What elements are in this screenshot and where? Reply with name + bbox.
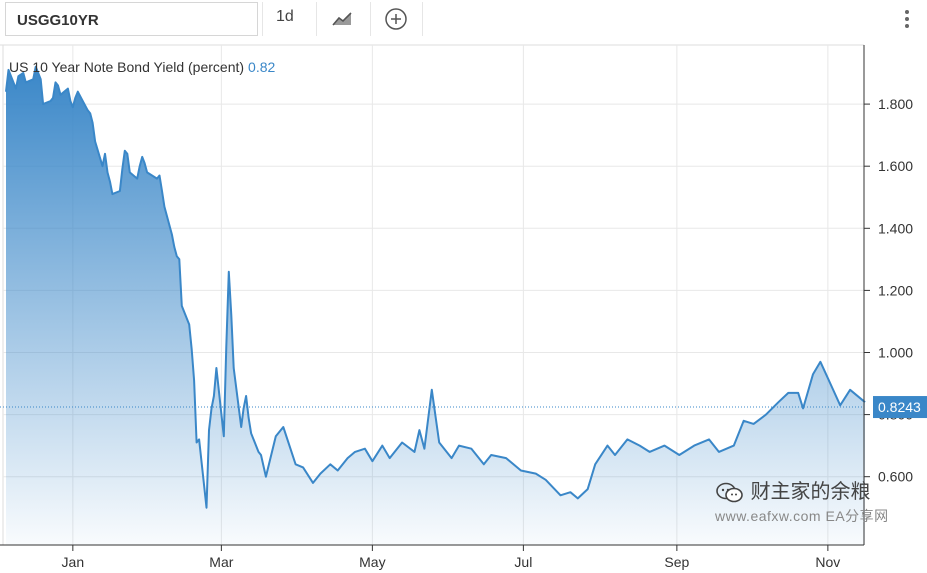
chart-title: US 10 Year Note Bond Yield (percent) 0.82 (9, 59, 275, 75)
watermark: 财主家的余粮 (715, 475, 871, 505)
x-tick-label: Mar (209, 554, 233, 570)
symbol-text: USGG10YR (17, 12, 99, 29)
symbol-input[interactable]: USGG10YR (5, 2, 258, 36)
x-tick-label: Nov (815, 554, 840, 570)
wechat-icon (715, 481, 745, 505)
watermark-text: 财主家的余粮 (750, 481, 871, 503)
toolbar-divider (370, 2, 371, 36)
chart-area[interactable]: 0.6000.8001.0001.2001.4001.6001.800JanMa… (0, 42, 927, 573)
toolbar-divider (262, 2, 263, 36)
more-vertical-icon[interactable] (894, 6, 920, 32)
y-tick-label: 1.600 (878, 158, 913, 174)
x-tick-label: Jul (514, 554, 532, 570)
y-tick-label: 1.200 (878, 282, 913, 298)
chart-toolbar: USGG10YR 1d (0, 0, 927, 40)
last-value-badge (873, 396, 927, 419)
last-value-label: 0.8243 (878, 399, 921, 415)
watermark-url: www.eafxw.com EA分享网 (715, 508, 889, 524)
y-tick-label: 1.400 (878, 220, 913, 236)
x-tick-label: May (359, 554, 385, 570)
chart-title-text: US 10 Year Note Bond Yield (percent) (9, 59, 245, 75)
series-area (6, 66, 865, 546)
y-tick-label: 1.800 (878, 96, 913, 112)
toolbar-divider (316, 2, 317, 36)
interval-button[interactable]: 1d (276, 8, 294, 25)
x-tick-label: Jan (62, 554, 85, 570)
toolbar-divider (422, 2, 423, 36)
x-tick-label: Sep (664, 554, 689, 570)
add-circle-icon[interactable] (383, 6, 409, 32)
y-tick-label: 1.000 (878, 344, 913, 360)
y-tick-label: 0.600 (878, 469, 913, 485)
chart-title-value: 0.82 (248, 59, 276, 75)
yield-chart[interactable]: 0.6000.8001.0001.2001.4001.6001.800JanMa… (0, 42, 927, 573)
line-chart-icon[interactable] (330, 6, 356, 32)
